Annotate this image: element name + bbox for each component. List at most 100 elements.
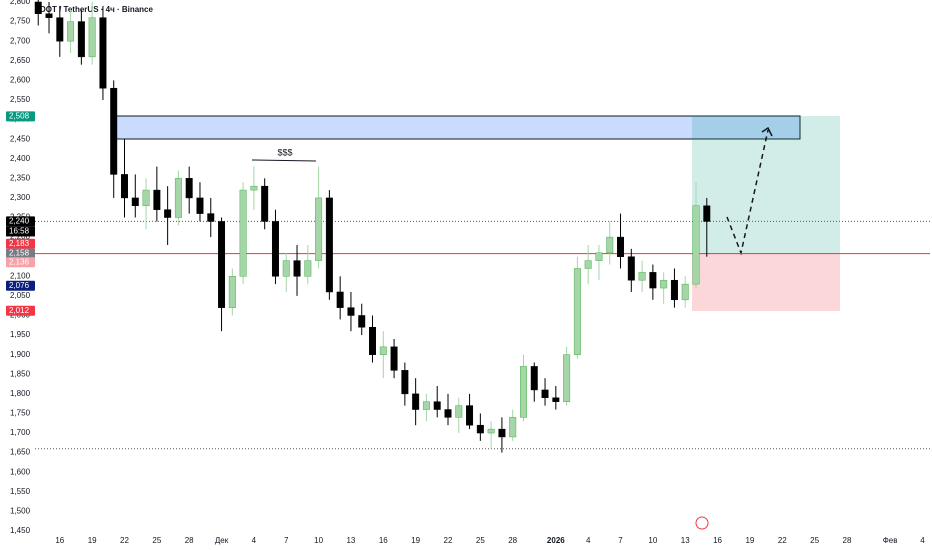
candle-body	[99, 17, 107, 89]
candle-body	[455, 405, 463, 418]
candle-body	[444, 409, 452, 418]
candle-body	[498, 428, 506, 438]
price-label: 2,076	[9, 281, 30, 290]
x-tick-label: 10	[314, 536, 323, 545]
candle-body	[325, 197, 333, 293]
candle-body	[56, 17, 64, 42]
y-tick-label: 1,800	[10, 389, 31, 398]
price-label-box	[6, 216, 35, 227]
candle-body	[271, 221, 279, 277]
candle-body	[88, 17, 96, 58]
y-tick-label: 2,650	[10, 56, 31, 65]
candle-body	[304, 260, 312, 277]
price-label: 2,183	[9, 239, 30, 248]
candle-body	[519, 366, 527, 418]
candle-body	[649, 272, 657, 289]
candle-body	[401, 370, 409, 395]
candle-body	[703, 205, 711, 222]
candle-body	[174, 178, 182, 218]
price-label: 2,012	[9, 306, 30, 315]
y-tick-label: 2,600	[10, 75, 31, 84]
x-tick-label: Дек	[215, 536, 229, 545]
x-tick-label: 16	[713, 536, 722, 545]
candle-body	[34, 1, 42, 15]
candle-body	[164, 209, 172, 218]
candle-body	[433, 401, 441, 410]
y-tick-label: 1,900	[10, 350, 31, 359]
candle-body	[336, 291, 344, 308]
candle-body	[390, 346, 398, 371]
candle-body	[552, 397, 560, 402]
candle-body	[681, 283, 689, 301]
candle-body	[466, 405, 474, 426]
candle-body	[131, 197, 139, 207]
x-tick-label: 25	[476, 536, 485, 545]
y-tick-label: 2,100	[10, 271, 31, 280]
x-tick-label: 28	[843, 536, 852, 545]
y-tick-label: 2,550	[10, 95, 31, 104]
x-tick-label: 2026	[547, 536, 565, 545]
x-tick-label: 22	[444, 536, 453, 545]
candle-body	[595, 252, 603, 261]
candle-body	[293, 260, 301, 277]
x-tick-label: 22	[120, 536, 129, 545]
y-tick-label: 2,450	[10, 134, 31, 143]
x-tick-label: 16	[379, 536, 388, 545]
event-icon	[695, 516, 709, 530]
chart-title: DOT / TetherUS · 4ч · Binance	[40, 5, 154, 14]
candle-body	[153, 189, 161, 210]
candle-body	[196, 197, 204, 214]
candle-body	[573, 268, 581, 355]
arrow-head	[761, 126, 773, 137]
y-tick-label: 2,300	[10, 193, 31, 202]
annotation: $$$	[277, 147, 292, 157]
y-tick-label: 1,500	[10, 507, 31, 516]
x-tick-label: Фев	[883, 536, 898, 545]
candle-body	[67, 21, 75, 42]
y-tick-label: 1,450	[10, 526, 31, 535]
candle-body	[638, 272, 646, 281]
candle-body	[45, 13, 53, 18]
candle-body	[142, 189, 150, 207]
x-tick-label: 13	[346, 536, 355, 545]
candle-body	[670, 279, 678, 301]
y-tick-label: 2,050	[10, 291, 31, 300]
candle-body	[250, 185, 258, 191]
x-tick-label: 19	[411, 536, 420, 545]
x-tick-label: 16	[55, 536, 64, 545]
x-tick-label: 28	[185, 536, 194, 545]
x-tick-label: 4	[252, 536, 257, 545]
candle-body	[422, 401, 430, 410]
x-tick-label: 22	[778, 536, 787, 545]
candle-body	[627, 256, 635, 281]
x-tick-label: 19	[88, 536, 97, 545]
candle-body	[77, 21, 85, 58]
candle-body	[369, 326, 376, 355]
x-tick-label: 7	[618, 536, 623, 545]
price-label: 2,158	[9, 249, 30, 258]
candle-body	[185, 178, 193, 199]
price-label: 2,240	[9, 217, 30, 226]
candle-body	[358, 315, 366, 328]
candle-body	[563, 354, 571, 402]
candle-body	[617, 236, 625, 257]
candle-body	[239, 189, 247, 277]
projection-arrow	[726, 129, 769, 256]
x-tick-label: 25	[810, 536, 819, 545]
y-tick-label: 1,650	[10, 448, 31, 457]
x-tick-label: 13	[681, 536, 690, 545]
candle-body	[541, 389, 549, 399]
y-tick-label: 1,750	[10, 409, 31, 418]
candle-body	[282, 260, 290, 277]
x-tick-label: 28	[508, 536, 517, 545]
price-label-box	[6, 238, 35, 249]
x-tick-label: 25	[152, 536, 161, 545]
price-label-box	[6, 305, 35, 316]
loss-zone	[692, 253, 840, 311]
x-tick-label: 19	[745, 536, 754, 545]
x-tick-label: 10	[648, 536, 657, 545]
price-label-box	[6, 280, 35, 291]
y-tick-label: 2,750	[10, 17, 31, 26]
price-label-box	[6, 248, 35, 259]
